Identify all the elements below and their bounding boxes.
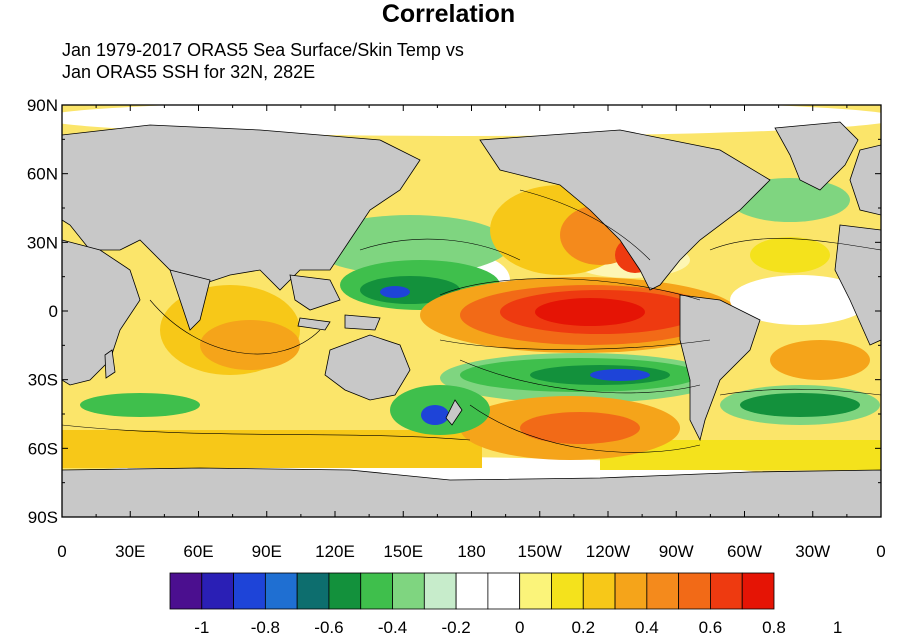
madagascar	[104, 349, 116, 379]
lat-tick-label: 90S	[28, 508, 58, 527]
colorbar-swatch	[741, 572, 775, 610]
new-guinea	[344, 314, 381, 331]
colorbar-swatch	[519, 572, 552, 610]
lon-tick-label: 150W	[518, 542, 562, 561]
lat-tick-label: 60S	[28, 439, 58, 458]
south-pacific-positive-core	[520, 412, 640, 444]
land-masses	[62, 121, 881, 517]
colorbar-label: 1	[833, 618, 842, 635]
north-pacific-negative-outer	[310, 215, 510, 275]
contour-line	[469, 404, 701, 453]
lat-tick-label: 30S	[28, 371, 58, 390]
new-zealand	[445, 399, 463, 426]
chart-title: Correlation	[381, 0, 516, 28]
australia	[324, 334, 411, 401]
lat-tick-label: 60N	[27, 165, 58, 184]
arctic-neutral-region	[62, 105, 881, 136]
indonesia	[297, 317, 331, 331]
colorbar-swatch	[423, 572, 457, 610]
south-atlantic-positive	[770, 340, 870, 380]
africa-west	[834, 224, 881, 346]
contour-line	[719, 388, 881, 396]
contour-line	[62, 424, 471, 441]
lon-tick-label: 120W	[586, 542, 630, 561]
colorbar-swatch	[582, 572, 616, 610]
colorbar-swatch	[264, 572, 298, 610]
colorbar-swatch	[551, 572, 584, 610]
lon-tick-label: 90W	[659, 542, 694, 561]
southeast-asia	[289, 274, 341, 311]
lon-tick-label: 60E	[183, 542, 213, 561]
lat-tick-label: 30N	[27, 233, 58, 252]
colorbar: -1 -0.8 -0.6 -0.4 -0.2 0 0.2 0.4 0.6 0.8 1	[169, 572, 842, 635]
colorbar-swatch	[455, 572, 489, 610]
tasman-negative-min	[421, 405, 449, 425]
colorbar-label: 0.6	[699, 618, 723, 635]
colorbar-label: 0.4	[635, 618, 659, 635]
latitude-ticks: 90N 60N 30N 0 30S 60S 90S	[27, 96, 881, 527]
contour-lines	[62, 189, 881, 453]
contour-line	[439, 278, 701, 301]
colorbar-swatch	[296, 572, 330, 610]
colorbar-label: -0.4	[378, 618, 407, 635]
equatorial-pacific-maximum	[535, 298, 645, 326]
colorbar-swatch	[392, 572, 425, 610]
north-atlantic-positive	[750, 237, 830, 273]
colorbar-swatch	[710, 572, 743, 610]
lon-tick-label: 0	[876, 542, 885, 561]
contour-line	[519, 189, 651, 261]
colorbar-swatch	[614, 572, 648, 610]
antarctica	[62, 467, 881, 517]
lon-tick-label: 30W	[795, 542, 830, 561]
north-pacific-negative-core	[360, 276, 460, 304]
north-pacific-negative-min	[380, 286, 410, 298]
southern-ocean-band	[62, 430, 482, 468]
south-pacific-negative-min	[590, 369, 650, 381]
subtitle-line-2: Jan ORAS5 SSH for 32N, 282E	[62, 62, 316, 82]
india	[169, 269, 211, 331]
longitude-ticks: 0 30E 60E 90E 120E 150E 180 150W 120W 90W 60W 30W 0	[57, 105, 886, 561]
colorbar-label: 0.8	[762, 618, 786, 635]
colorbar-swatch	[678, 572, 711, 610]
south-america	[679, 294, 761, 442]
africa-east	[62, 239, 141, 386]
lon-tick-label: 120E	[315, 542, 355, 561]
indian-ocean-positive-core	[200, 320, 300, 370]
lon-tick-label: 60W	[727, 542, 762, 561]
subtitle-line-1: Jan 1979-2017 ORAS5 Sea Surface/Skin Tem…	[62, 40, 464, 60]
colorbar-label: 0.2	[571, 618, 595, 635]
colorbar-swatch	[201, 572, 234, 610]
contour-line	[359, 238, 521, 261]
lon-tick-label: 150E	[383, 542, 423, 561]
colorbar-label: -0.8	[251, 618, 280, 635]
lat-tick-label: 90N	[27, 96, 58, 115]
contour-line	[709, 238, 881, 251]
lon-tick-label: 90E	[252, 542, 282, 561]
greenland	[774, 121, 859, 191]
map-field	[62, 105, 881, 517]
colorbar-swatch	[360, 572, 393, 610]
colorbar-swatch	[169, 572, 203, 610]
colorbar-swatch	[328, 572, 362, 610]
tropical-atlantic-neutral	[730, 275, 870, 325]
colorbar-swatch	[233, 572, 266, 610]
south-atlantic-negative	[740, 393, 860, 417]
lon-tick-label: 30E	[115, 542, 145, 561]
colorbar-swatch	[487, 572, 521, 610]
colorbar-label: -0.6	[314, 618, 343, 635]
lat-tick-label: 0	[49, 302, 58, 321]
colorbar-swatch	[646, 572, 680, 610]
lon-tick-label: 180	[457, 542, 485, 561]
contour-line	[149, 299, 321, 355]
colorbar-label: -0.2	[441, 618, 470, 635]
colorbar-label: 0	[515, 618, 524, 635]
lon-tick-label: 0	[57, 542, 66, 561]
europe-east-edge	[849, 144, 881, 216]
north-america	[479, 129, 771, 291]
southwest-indian-negative	[80, 393, 200, 417]
contour-line	[439, 339, 711, 350]
contour-line	[459, 359, 701, 394]
colorbar-label: -1	[194, 618, 209, 635]
